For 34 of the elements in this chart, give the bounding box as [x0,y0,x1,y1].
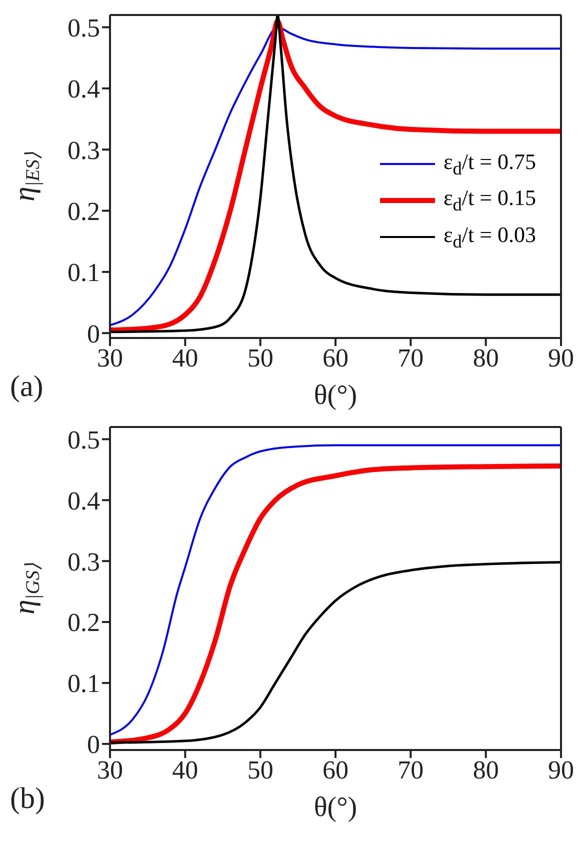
legend-label: ε$_{d}$/t = 0.75 [443,149,536,180]
y-tick-label: 0.5 [68,425,100,454]
x-tick-label: 80 [472,755,499,784]
x-tick-label: 60 [322,755,348,784]
x-tick-label: 80 [472,343,499,372]
x-axis-title: θ(°) [314,792,358,823]
text: (b) [10,782,45,816]
y-tick-label: 0.2 [68,608,100,638]
y-tick-label: 0.4 [68,486,100,516]
x-tick-label: 30 [97,755,123,784]
y-tick-label: 0.2 [68,196,100,226]
y-tick-label: 0.1 [68,669,100,698]
text: (a) [10,370,44,404]
x-tick-label: 70 [398,755,424,784]
y-tick-label: 0.1 [68,258,100,288]
y-tick-label: 0.3 [68,136,100,165]
x-axis-title: θ(°) [314,380,358,411]
x-tick-label: 40 [172,755,198,784]
x-tick-label: 50 [247,343,274,372]
x-tick-label: 70 [398,343,424,372]
x-tick-label: 40 [172,343,198,372]
y-tick-label: 0.3 [68,547,100,576]
x-tick-label: 90 [548,343,574,372]
y-tick-label: 0 [87,730,100,760]
x-tick-label: 90 [548,755,574,784]
legend-label: ε$_{d}$/t = 0.15 [443,185,536,216]
legend-label: ε$_{d}$/t = 0.03 [443,222,536,252]
x-tick-label: 50 [247,755,274,784]
line-series [110,561,561,744]
x-tick-label: 30 [97,343,123,372]
y-tick-label: 0 [87,319,100,348]
y-tick-label: 0.5 [68,13,100,42]
x-tick-label: 60 [322,343,348,372]
y-tick-label: 0.4 [68,74,100,104]
